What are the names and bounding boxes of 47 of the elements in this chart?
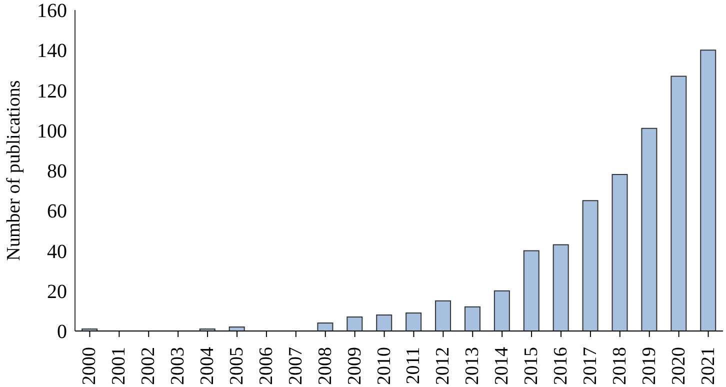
y-tick-label: 20 bbox=[47, 280, 67, 303]
bar bbox=[406, 312, 422, 331]
x-tick-label: 2010 bbox=[374, 347, 395, 385]
bar bbox=[435, 300, 452, 331]
y-tick-label: 40 bbox=[47, 240, 67, 263]
x-tick-label: 2021 bbox=[698, 347, 719, 385]
bar bbox=[582, 200, 598, 331]
x-tick-label: 2001 bbox=[108, 347, 130, 385]
x-tick-label: 2016 bbox=[550, 347, 572, 385]
x-tick-label: 2002 bbox=[138, 347, 160, 385]
x-tick-label: 2000 bbox=[79, 347, 100, 385]
x-tick-label: 2009 bbox=[344, 347, 366, 385]
y-tick-label: 120 bbox=[37, 80, 67, 102]
x-tick-label: 2004 bbox=[197, 346, 218, 385]
x-tick-label: 2005 bbox=[226, 347, 248, 385]
x-tick-label: 2012 bbox=[432, 347, 454, 385]
bar bbox=[494, 290, 510, 331]
y-axis-title: Number of publications bbox=[4, 80, 25, 261]
x-tick-label: 2003 bbox=[168, 347, 189, 385]
x-tick-label: 2014 bbox=[492, 346, 513, 385]
y-tick-label: 140 bbox=[37, 40, 67, 62]
bar bbox=[228, 326, 245, 331]
x-tick-label: 2019 bbox=[638, 347, 660, 385]
bar bbox=[700, 50, 716, 331]
bar bbox=[464, 306, 480, 331]
x-tick-label: 2008 bbox=[314, 347, 336, 385]
bar bbox=[523, 250, 540, 331]
y-tick-label: 0 bbox=[57, 321, 67, 344]
bar bbox=[346, 316, 363, 331]
x-tick-label: 2006 bbox=[256, 347, 277, 385]
x-tick-label: 2015 bbox=[521, 347, 542, 385]
y-tick-label: 80 bbox=[47, 160, 67, 183]
y-tick-label: 100 bbox=[37, 120, 67, 142]
x-tick-label: 2007 bbox=[285, 347, 306, 385]
bar bbox=[670, 76, 687, 331]
bar bbox=[612, 174, 628, 331]
x-tick-label: 2013 bbox=[462, 347, 484, 385]
y-tick-label: 60 bbox=[47, 200, 67, 223]
x-tick-label: 2020 bbox=[668, 347, 690, 385]
bar bbox=[552, 244, 569, 331]
x-tick-label: 2011 bbox=[403, 347, 424, 384]
bar bbox=[317, 322, 334, 331]
x-tick-label: 2018 bbox=[609, 347, 630, 385]
y-tick-label: 160 bbox=[37, 0, 67, 22]
x-tick-label: 2017 bbox=[580, 347, 601, 385]
bar bbox=[376, 314, 392, 331]
bar bbox=[641, 128, 658, 331]
